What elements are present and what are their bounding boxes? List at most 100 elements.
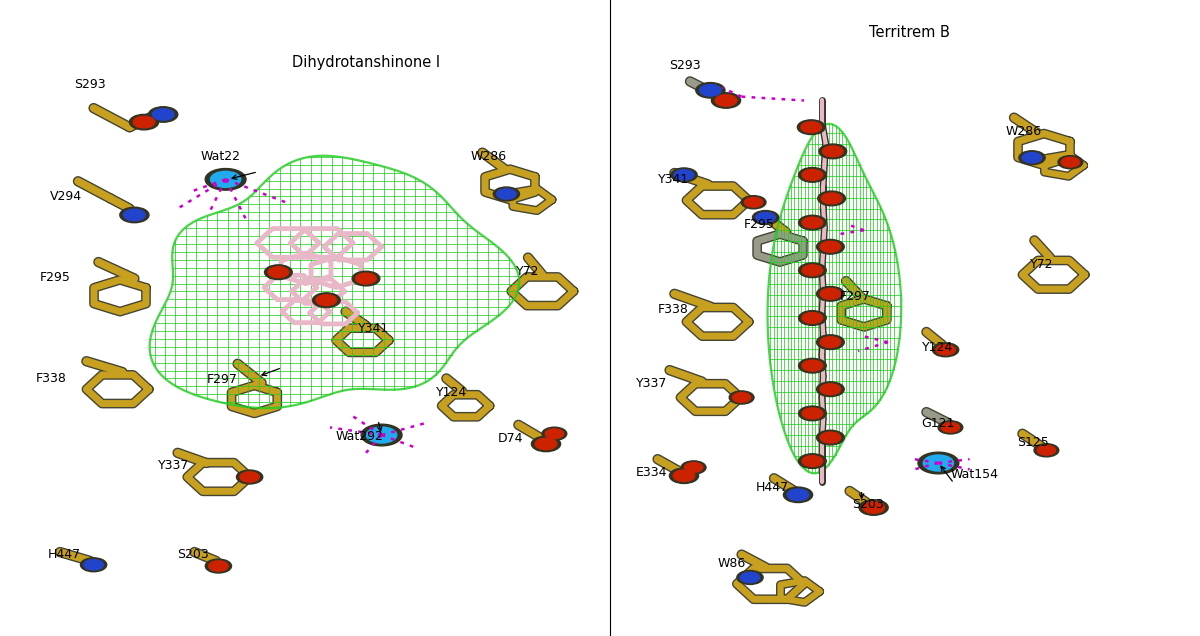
Circle shape — [756, 212, 775, 223]
Circle shape — [542, 427, 566, 440]
Text: S203: S203 — [178, 548, 209, 562]
Circle shape — [744, 197, 763, 207]
Text: Y124: Y124 — [922, 341, 953, 354]
Text: F295: F295 — [40, 271, 71, 284]
Circle shape — [740, 572, 760, 583]
Text: Wat292: Wat292 — [336, 430, 384, 443]
Text: Territrem B: Territrem B — [869, 25, 950, 40]
Circle shape — [798, 167, 827, 183]
Circle shape — [493, 187, 520, 201]
Circle shape — [820, 432, 841, 443]
Circle shape — [752, 211, 779, 225]
Text: F338: F338 — [36, 371, 67, 385]
Circle shape — [817, 191, 846, 206]
Text: S293: S293 — [670, 59, 701, 72]
Circle shape — [737, 570, 763, 584]
Circle shape — [730, 391, 754, 404]
Circle shape — [802, 217, 823, 228]
Circle shape — [535, 438, 557, 450]
Text: D74: D74 — [498, 432, 523, 445]
Circle shape — [205, 169, 246, 190]
Circle shape — [798, 358, 827, 373]
Circle shape — [859, 500, 888, 515]
Circle shape — [1058, 156, 1082, 169]
Circle shape — [240, 472, 259, 482]
Circle shape — [820, 241, 841, 252]
Circle shape — [1019, 151, 1045, 165]
Circle shape — [355, 273, 377, 284]
Circle shape — [784, 487, 812, 502]
Text: E334: E334 — [636, 466, 667, 479]
Text: V294: V294 — [50, 190, 83, 204]
Circle shape — [732, 392, 751, 403]
Text: F338: F338 — [658, 303, 689, 316]
Circle shape — [798, 406, 827, 421]
Circle shape — [312, 293, 341, 308]
Text: Dihydrotanshinone I: Dihydrotanshinone I — [292, 55, 440, 70]
Circle shape — [671, 168, 697, 182]
Circle shape — [818, 144, 847, 159]
Circle shape — [863, 502, 884, 513]
Text: H447: H447 — [48, 548, 82, 562]
Circle shape — [497, 189, 516, 199]
Circle shape — [798, 263, 827, 278]
Circle shape — [816, 286, 845, 301]
Circle shape — [130, 114, 158, 130]
Circle shape — [366, 427, 397, 443]
Text: Y72: Y72 — [516, 265, 540, 278]
Circle shape — [802, 360, 823, 371]
Circle shape — [800, 121, 822, 133]
Circle shape — [932, 343, 959, 357]
Circle shape — [918, 452, 959, 474]
Circle shape — [700, 85, 721, 96]
Circle shape — [684, 462, 703, 473]
Circle shape — [797, 120, 826, 135]
Circle shape — [798, 215, 827, 230]
Circle shape — [209, 561, 228, 571]
Circle shape — [1022, 153, 1042, 163]
Circle shape — [1037, 445, 1056, 455]
Circle shape — [84, 560, 103, 570]
Text: S203: S203 — [852, 497, 883, 511]
Circle shape — [816, 239, 845, 254]
Circle shape — [205, 559, 232, 573]
Circle shape — [802, 408, 823, 419]
Circle shape — [938, 421, 962, 434]
Circle shape — [210, 171, 241, 188]
Circle shape — [545, 429, 564, 439]
Circle shape — [124, 209, 145, 221]
Circle shape — [352, 271, 380, 286]
Circle shape — [715, 95, 737, 106]
Circle shape — [236, 470, 263, 484]
Circle shape — [682, 461, 706, 474]
Circle shape — [268, 266, 289, 278]
Circle shape — [798, 310, 827, 326]
Text: W286: W286 — [1006, 125, 1042, 138]
Text: S125: S125 — [1018, 436, 1049, 450]
Text: G121: G121 — [922, 417, 955, 431]
Text: F295: F295 — [744, 218, 775, 231]
Circle shape — [1061, 157, 1080, 167]
Circle shape — [696, 83, 725, 98]
Circle shape — [264, 265, 293, 280]
Circle shape — [821, 193, 842, 204]
Text: Wat22: Wat22 — [200, 150, 240, 163]
Circle shape — [816, 430, 845, 445]
Circle shape — [802, 312, 823, 324]
Text: Wat154: Wat154 — [950, 468, 998, 481]
Circle shape — [820, 384, 841, 395]
Text: Y337: Y337 — [158, 459, 190, 473]
Circle shape — [802, 455, 823, 467]
Circle shape — [712, 93, 740, 108]
Text: W286: W286 — [470, 150, 506, 163]
Circle shape — [802, 265, 823, 276]
Circle shape — [787, 489, 809, 501]
Text: F297: F297 — [206, 373, 238, 386]
Circle shape — [798, 453, 827, 469]
Circle shape — [80, 558, 107, 572]
Circle shape — [936, 345, 955, 355]
Circle shape — [670, 468, 698, 483]
Circle shape — [674, 170, 694, 180]
Text: Y337: Y337 — [636, 377, 667, 390]
Text: W86: W86 — [718, 557, 746, 570]
